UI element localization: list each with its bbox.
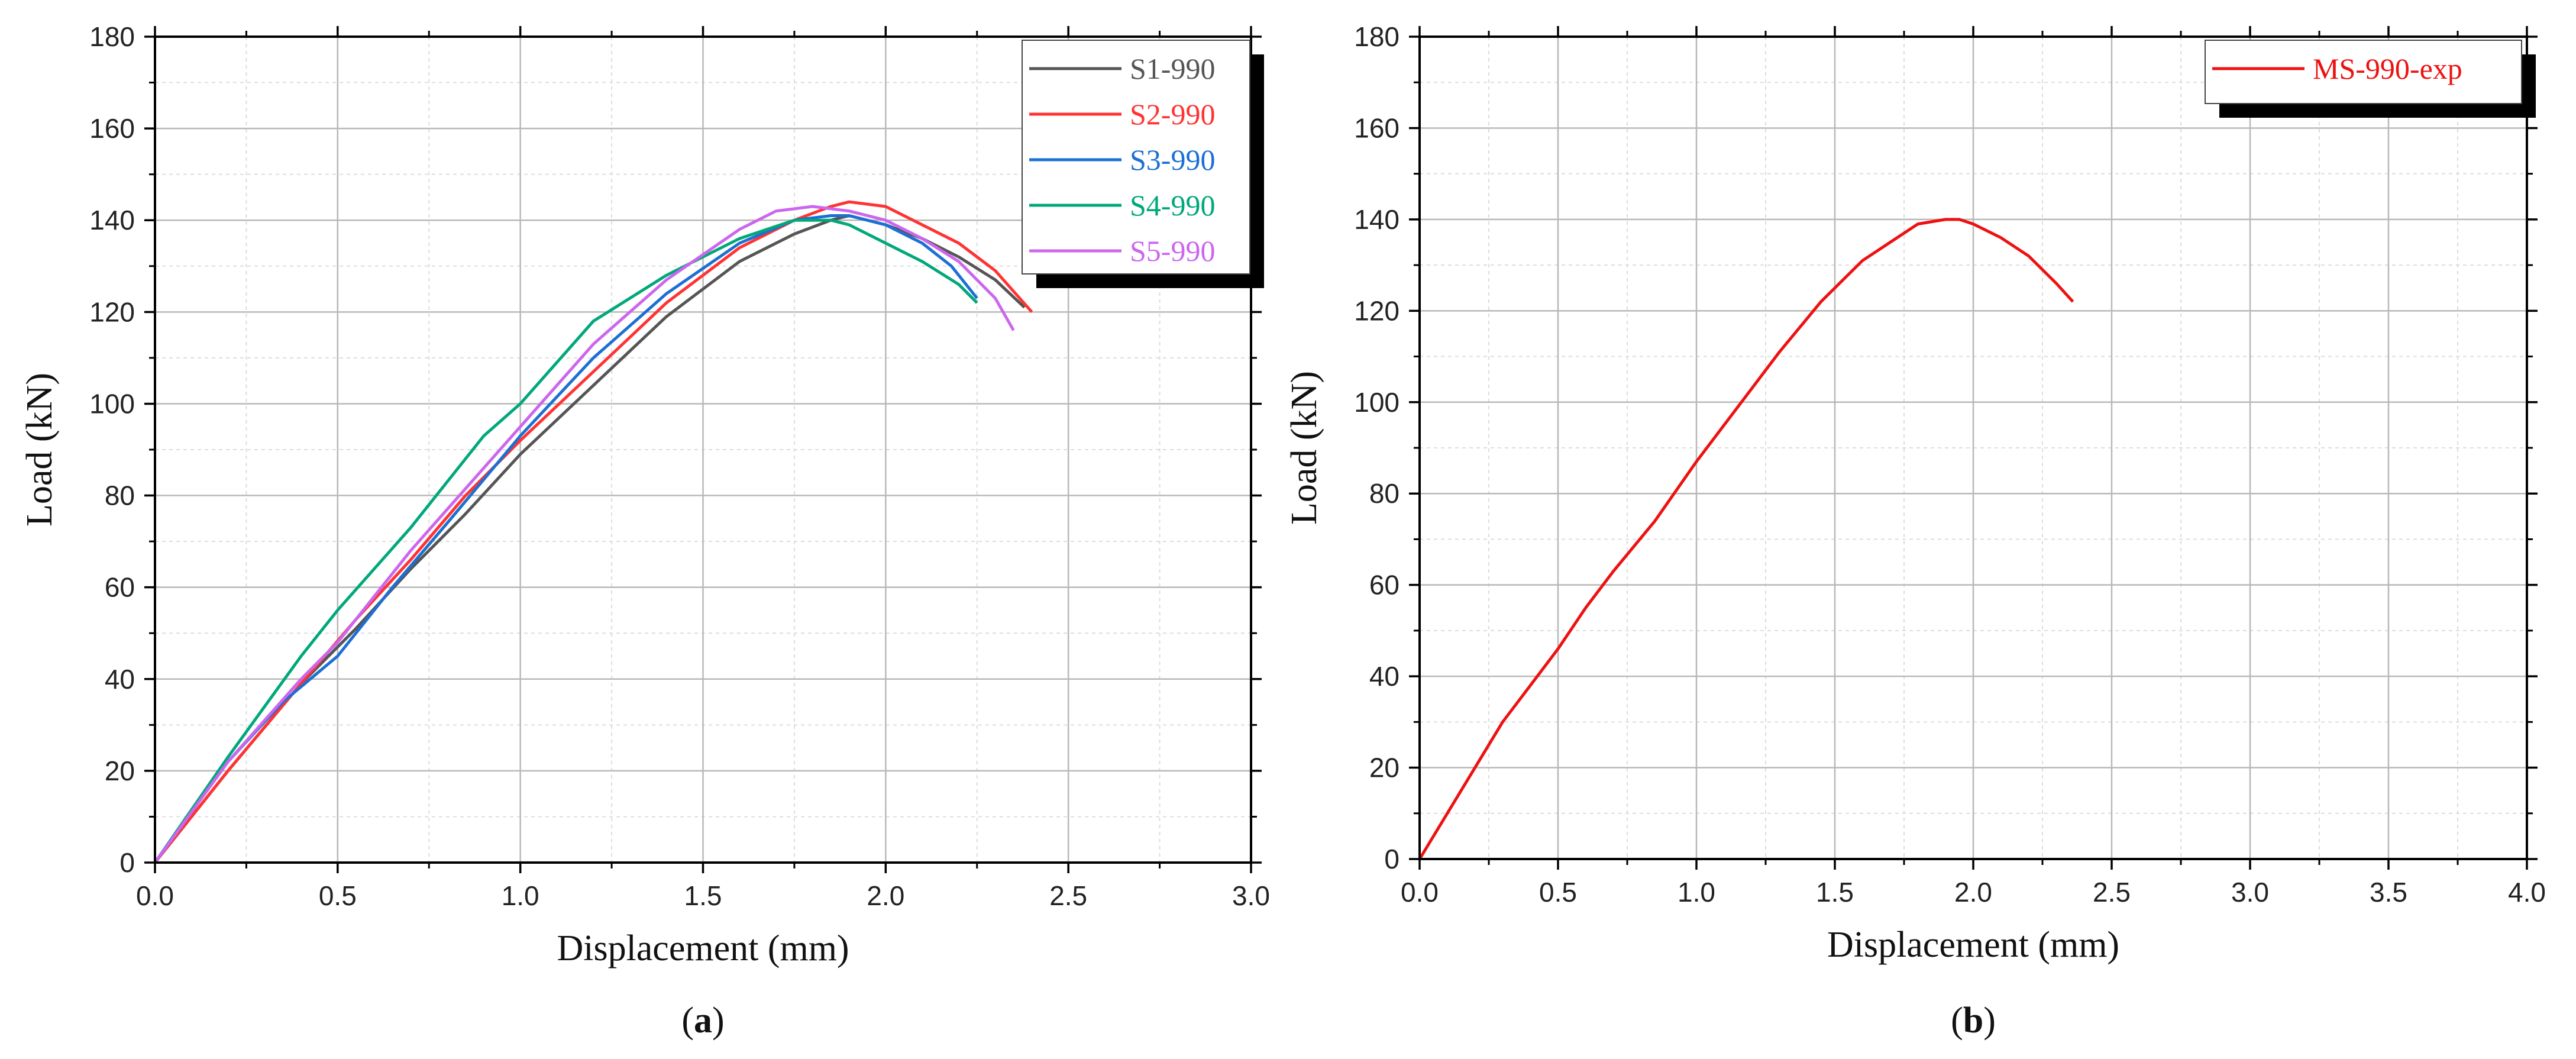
y-axis-title: Load (kN) xyxy=(20,373,60,527)
y-tick-label: 180 xyxy=(1354,21,1399,52)
legend-label: MS-990-exp xyxy=(2313,52,2462,85)
y-tick-label: 140 xyxy=(1354,204,1399,235)
y-tick-label: 0 xyxy=(1384,844,1399,874)
y-tick-label: 100 xyxy=(89,388,135,419)
axis-ticks xyxy=(144,26,1262,873)
x-tick-label: 2.0 xyxy=(1954,877,1992,908)
legend-label: S5-990 xyxy=(1130,234,1215,267)
legend: MS-990-exp xyxy=(2205,40,2536,118)
y-tick-label: 120 xyxy=(89,296,135,327)
y-tick-label: 40 xyxy=(1369,661,1399,692)
x-tick-label: 2.5 xyxy=(2093,877,2131,908)
x-tick-label: 1.0 xyxy=(1678,877,1715,908)
x-tick-label: 2.0 xyxy=(867,880,904,911)
x-tick-label: 0.5 xyxy=(1539,877,1577,908)
x-tick-label: 4.0 xyxy=(2508,877,2546,908)
y-tick-label: 60 xyxy=(105,572,135,603)
y-tick-label: 60 xyxy=(1369,570,1399,600)
legend-label: S4-990 xyxy=(1130,189,1215,222)
y-tick-label: 80 xyxy=(1369,478,1399,509)
series-line-s3-990 xyxy=(153,214,978,864)
x-tick-label: 1.0 xyxy=(502,880,539,911)
legend-label: S2-990 xyxy=(1130,98,1215,131)
x-tick-label: 0.0 xyxy=(136,880,174,911)
series-line-s5-990 xyxy=(153,205,1015,864)
y-tick-label: 40 xyxy=(105,664,135,695)
y-tick-label: 140 xyxy=(89,205,135,235)
legend-label: S3-990 xyxy=(1130,143,1215,176)
y-tick-label: 160 xyxy=(89,113,135,144)
y-axis-title: Load (kN) xyxy=(1284,371,1324,525)
x-tick-label: 3.0 xyxy=(1232,880,1270,911)
chart-panel-a: 0.0 0.5 1.0 1.5 2.0 2.5 3.0 0 20 40 60 80 100 120 140 1… xyxy=(20,21,1270,1041)
x-axis-title: Displacement (mm) xyxy=(1827,925,2119,965)
y-tick-label: 80 xyxy=(105,480,135,511)
x-tick-label: 1.5 xyxy=(1816,877,1854,908)
panel-label: (a) xyxy=(681,1000,724,1041)
y-tick-label: 180 xyxy=(89,21,135,52)
y-tick-label: 120 xyxy=(1354,295,1399,326)
y-tick-label: 160 xyxy=(1354,112,1399,143)
x-tick-label: 3.5 xyxy=(2370,877,2407,908)
series-line-ms-990-exp xyxy=(1418,218,2074,860)
x-tick-label: 0.0 xyxy=(1401,877,1439,908)
x-axis-title: Displacement (mm) xyxy=(557,928,849,968)
y-tick-label: 100 xyxy=(1354,387,1399,418)
x-tick-label: 1.5 xyxy=(684,880,722,911)
panel-label: (b) xyxy=(1951,1000,1996,1041)
legend-box xyxy=(1022,40,1250,275)
y-tick-label: 20 xyxy=(1369,753,1399,783)
legend: S1-990 S2-990 S3-990 S4-990 S5-990 xyxy=(1022,40,1264,288)
series-line-s4-990 xyxy=(153,218,978,864)
axis-ticks xyxy=(1409,26,2538,870)
legend-box xyxy=(2205,40,2522,104)
x-tick-label: 3.0 xyxy=(2231,877,2269,908)
x-tick-label: 0.5 xyxy=(319,880,357,911)
legend-label: S1-990 xyxy=(1130,52,1215,85)
y-tick-label: 0 xyxy=(119,847,135,878)
x-tick-label: 2.5 xyxy=(1049,880,1087,911)
y-tick-label: 20 xyxy=(105,755,135,786)
chart-panel-b: 0.0 0.5 1.0 1.5 2.0 2.5 3.0 3.5 4.0 0 20 40 60 80 100 1… xyxy=(1284,21,2546,1041)
